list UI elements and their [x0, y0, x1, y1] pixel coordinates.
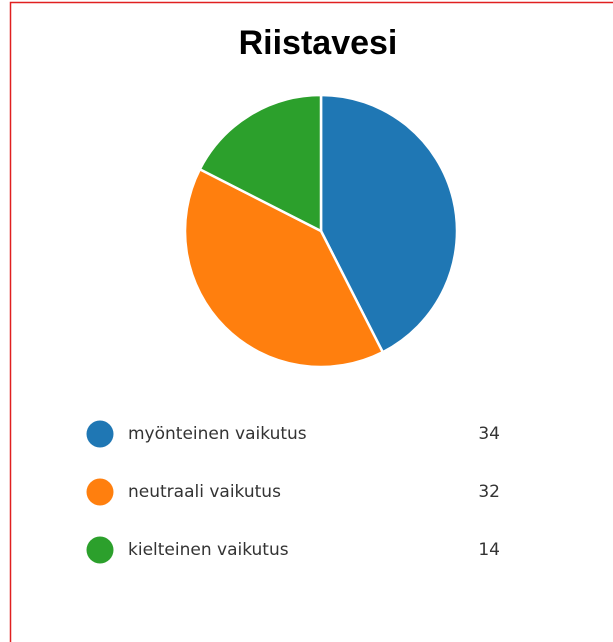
legend-marker [86, 536, 114, 564]
chart-title: Riistavesi [239, 24, 398, 62]
pie-slice [198, 93, 323, 234]
legend: myönteinen vaikutus 34 neutraali vaikutus 3… [86, 420, 500, 564]
legend-label: neutraali vaikutus [128, 482, 281, 502]
legend-label: kielteinen vaikutus [128, 540, 289, 560]
legend-value: 14 [478, 540, 500, 560]
legend-label: myönteinen vaikutus [128, 424, 307, 444]
legend-marker [86, 420, 114, 448]
legend-marker [86, 478, 114, 506]
pie [183, 93, 459, 369]
pie-slice [319, 93, 459, 354]
legend-value: 32 [478, 482, 500, 502]
pie-slice [183, 167, 385, 369]
legend-value: 34 [478, 424, 500, 444]
